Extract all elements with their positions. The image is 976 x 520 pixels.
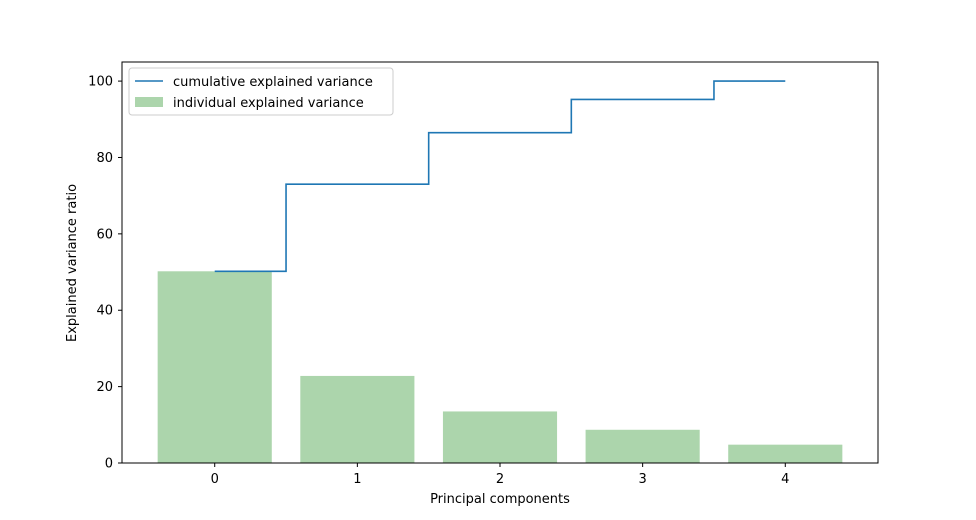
bar-component-0 — [157, 271, 272, 463]
y-axis-label: Explained variance ratio — [65, 184, 80, 342]
bar-component-2 — [442, 411, 558, 463]
y-axis-ticks: 0 20 40 60 80 100 — [88, 75, 122, 472]
bar-component-1 — [300, 375, 415, 463]
x-tick-label: 0 — [211, 472, 219, 487]
legend: cumulative explained variance individual… — [128, 67, 394, 116]
x-tick-label: 3 — [639, 472, 647, 487]
legend-label-individual: individual explained variance — [173, 96, 364, 111]
y-tick-label: 60 — [96, 227, 113, 242]
bar-component-3 — [585, 429, 700, 463]
cumulative-variance-step-line — [214, 80, 786, 273]
x-axis-label: Principal components — [430, 492, 570, 507]
y-tick-label: 80 — [96, 151, 113, 166]
x-tick-label: 2 — [496, 472, 504, 487]
legend-bar-swatch — [135, 97, 163, 107]
x-tick-label: 1 — [353, 472, 361, 487]
bar-component-4 — [728, 444, 843, 463]
y-tick-label: 40 — [96, 304, 113, 319]
y-tick-label: 100 — [88, 75, 113, 90]
legend-label-cumulative: cumulative explained variance — [173, 75, 373, 90]
legend-box — [128, 67, 394, 116]
y-tick-label: 20 — [96, 380, 113, 395]
y-tick-label: 0 — [105, 457, 113, 472]
x-tick-label: 4 — [781, 472, 789, 487]
bars-group — [157, 271, 843, 463]
x-axis-ticks: 0 1 2 3 4 — [211, 463, 789, 487]
